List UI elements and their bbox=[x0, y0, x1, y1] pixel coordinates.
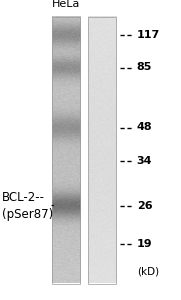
Text: 26: 26 bbox=[137, 200, 152, 211]
Text: 34: 34 bbox=[137, 155, 152, 166]
Text: (pSer87): (pSer87) bbox=[2, 208, 53, 220]
Text: 85: 85 bbox=[137, 62, 152, 73]
Text: 117: 117 bbox=[137, 29, 160, 40]
Text: HeLa: HeLa bbox=[52, 0, 80, 9]
Text: (kD): (kD) bbox=[137, 266, 159, 277]
Bar bbox=[88, 16, 116, 283]
Text: 48: 48 bbox=[137, 122, 152, 133]
Text: 19: 19 bbox=[137, 239, 152, 250]
Text: BCL-2--: BCL-2-- bbox=[2, 190, 45, 203]
Bar bbox=[52, 16, 80, 283]
